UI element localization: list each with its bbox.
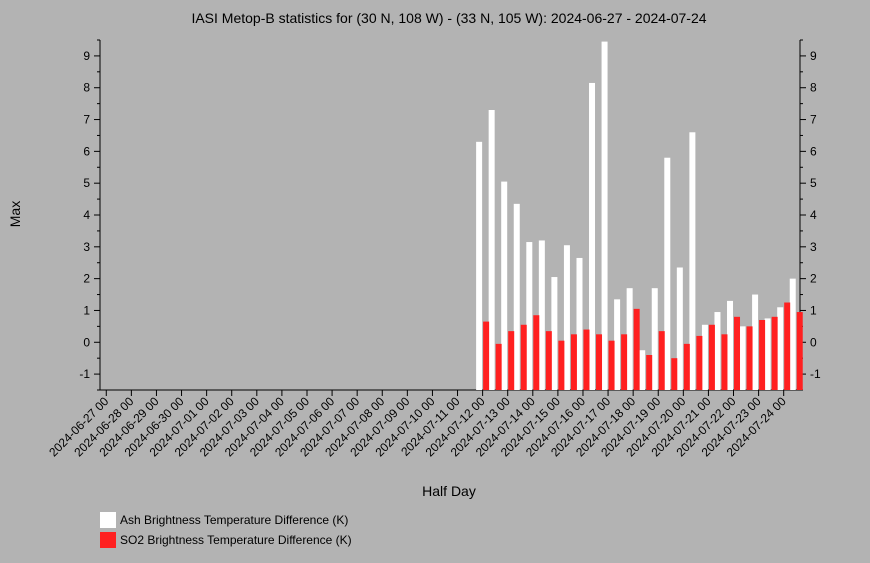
y-tick-label-left: 0	[83, 335, 90, 349]
bar-so2	[784, 302, 791, 390]
bar-so2	[608, 340, 615, 390]
bar-so2	[570, 334, 577, 390]
bar-ash	[551, 277, 558, 390]
bar-so2	[621, 334, 628, 390]
bar-so2	[683, 343, 690, 390]
bar-so2	[596, 334, 603, 390]
bar-ash	[676, 267, 683, 390]
y-tick-label-right: 6	[810, 144, 817, 158]
bar-so2	[483, 321, 490, 390]
bar-ash	[601, 41, 608, 390]
bar-ash	[576, 257, 583, 390]
x-axis-label: Half Day	[422, 483, 476, 499]
y-tick-labels: -1 -1 0 0 1 1 2 2 3 3 4 4 5 5 6 6 7 7 8 8 9 9	[79, 49, 821, 381]
bars	[476, 41, 803, 391]
bar-ash	[789, 278, 796, 390]
bar-so2	[545, 331, 552, 390]
legend-item-so2: SO2 Brightness Temperature Difference (K…	[100, 532, 352, 548]
legend-label-ash: Ash Brightness Temperature Difference (K…	[120, 513, 349, 527]
bar-ash	[764, 318, 771, 390]
y-tick-label-left: 9	[83, 49, 90, 63]
bar-ash	[526, 242, 533, 390]
bar-so2	[759, 320, 766, 390]
bar-ash	[639, 350, 646, 390]
y-tick-label-right: 2	[810, 272, 817, 286]
bar-so2	[734, 316, 741, 390]
legend-label-so2: SO2 Brightness Temperature Difference (K…	[120, 533, 352, 547]
bar-so2	[796, 312, 803, 390]
y-tick-label-left: 5	[83, 176, 90, 190]
bar-so2	[658, 331, 665, 390]
chart-title: IASI Metop-B statistics for (30 N, 108 W…	[191, 10, 706, 26]
bar-ash	[563, 245, 570, 390]
y-tick-label-left: -1	[79, 367, 90, 381]
bar-so2	[696, 335, 703, 390]
legend-item-ash: Ash Brightness Temperature Difference (K…	[100, 512, 348, 528]
bar-ash	[701, 324, 708, 390]
bar-so2	[771, 316, 778, 390]
y-tick-label-right: 0	[810, 335, 817, 349]
bar-so2	[495, 343, 502, 390]
bar-ash	[689, 132, 696, 391]
y-tick-label-left: 4	[83, 208, 90, 222]
bar-ash	[614, 299, 621, 390]
bar-so2	[633, 308, 640, 390]
bar-so2	[508, 331, 515, 390]
bar-ash	[538, 240, 545, 390]
y-tick-label-left: 3	[83, 240, 90, 254]
y-tick-label-right: 5	[810, 176, 817, 190]
y-axis-label: Max	[7, 201, 23, 227]
y-tick-label-left: 8	[83, 81, 90, 95]
y-tick-label-right: -1	[810, 367, 821, 381]
legend-swatch-ash	[100, 512, 116, 528]
bar-so2	[646, 355, 653, 390]
y-tick-label-right: 7	[810, 113, 817, 127]
y-tick-label-right: 1	[810, 303, 817, 317]
bar-ash	[626, 288, 633, 390]
bar-ash	[501, 181, 508, 390]
y-tick-label-left: 7	[83, 113, 90, 127]
y-tick-label-right: 4	[810, 208, 817, 222]
bar-ash	[664, 157, 671, 390]
bar-ash	[739, 326, 746, 390]
bar-ash	[777, 307, 784, 390]
bar-ash	[476, 141, 483, 390]
bar-ash	[714, 312, 721, 390]
bar-so2	[708, 324, 715, 390]
bar-so2	[746, 326, 753, 390]
bar-ash	[752, 294, 759, 390]
bar-ash	[651, 288, 658, 390]
bar-so2	[671, 358, 678, 390]
bar-ash	[727, 300, 734, 390]
y-tick-label-left: 6	[83, 144, 90, 158]
legend-swatch-so2	[100, 532, 116, 548]
bar-so2	[583, 329, 590, 390]
bar-so2	[558, 340, 565, 390]
y-tick-label-left: 2	[83, 272, 90, 286]
y-tick-label-left: 1	[83, 303, 90, 317]
bar-so2	[721, 334, 728, 390]
y-tick-label-right: 8	[810, 81, 817, 95]
bar-so2	[533, 315, 540, 390]
bar-so2	[520, 324, 527, 390]
bar-ash	[589, 82, 596, 391]
bar-ash	[513, 203, 520, 390]
bar-ash	[488, 110, 495, 390]
y-tick-label-right: 9	[810, 49, 817, 63]
y-tick-label-right: 3	[810, 240, 817, 254]
